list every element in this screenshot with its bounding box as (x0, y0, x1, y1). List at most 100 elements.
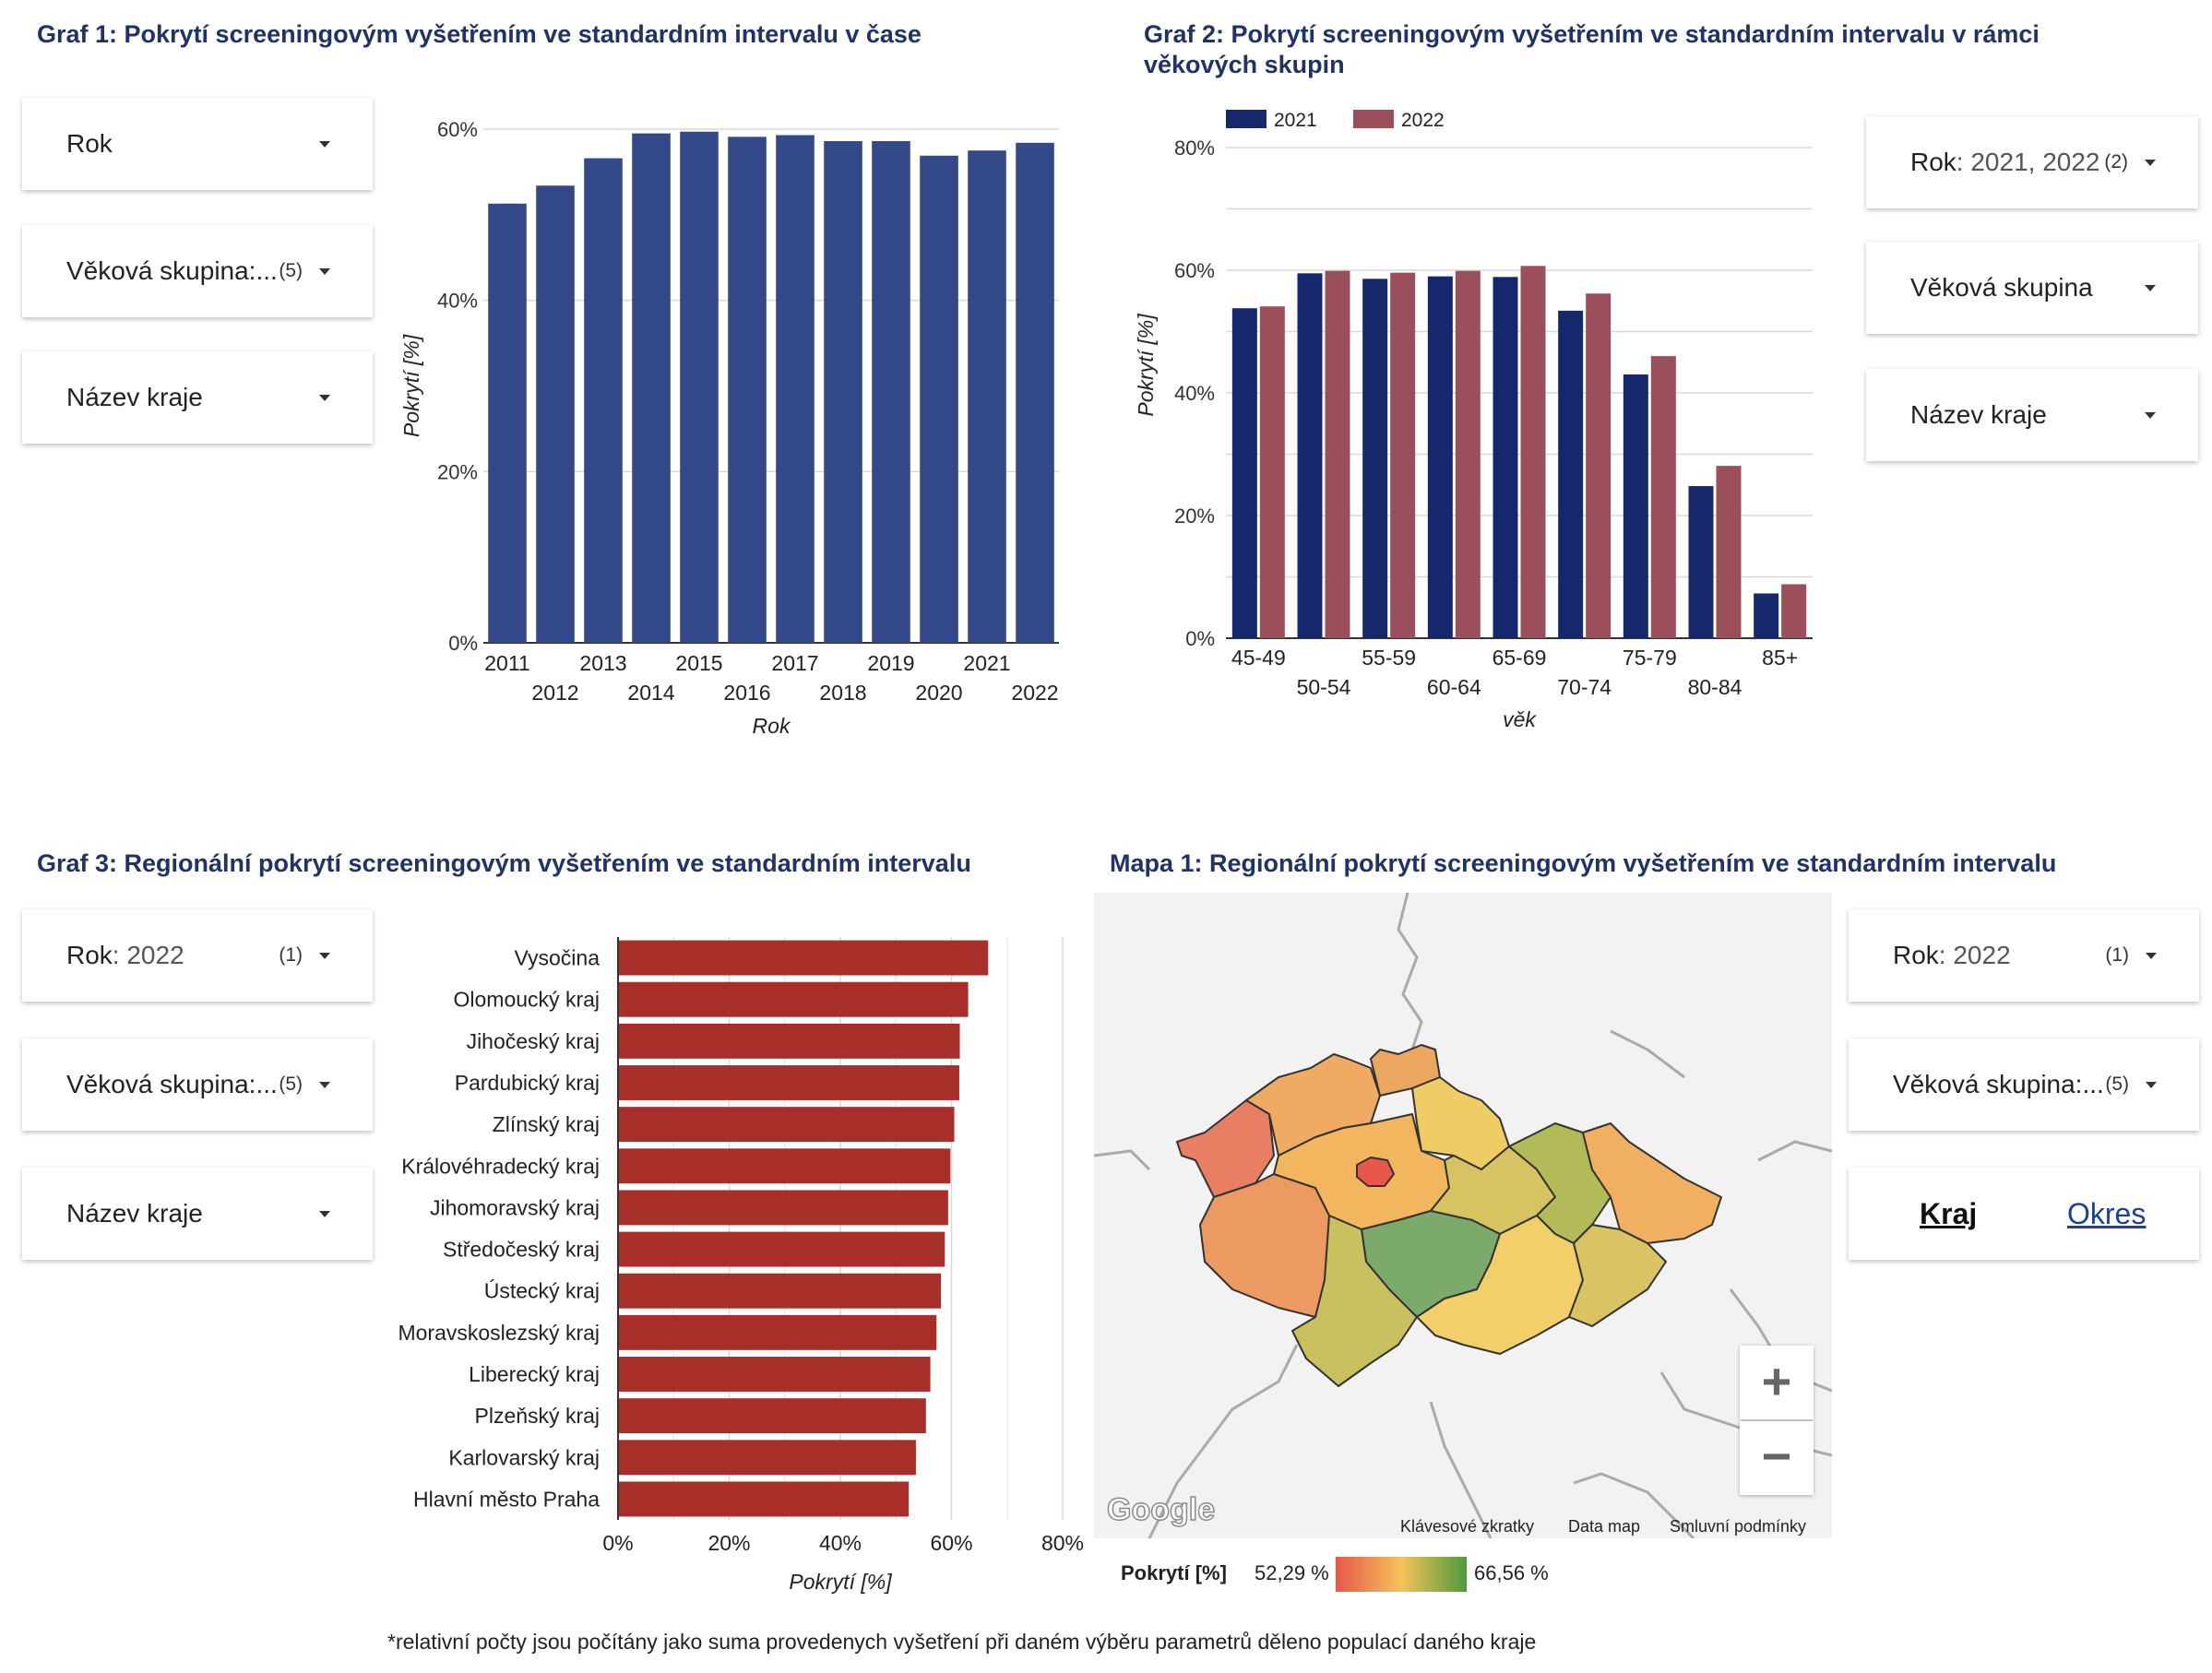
filter-label: Rok (66, 129, 113, 158)
bar-Zlínský kraj (618, 1107, 955, 1143)
x-tick-label: 2018 (819, 681, 866, 705)
bar-2017 (776, 135, 815, 643)
bar-Jihočeský kraj (618, 1023, 960, 1059)
x-tick-label: 55-59 (1362, 646, 1416, 670)
x-tick-label: 2011 (484, 651, 529, 675)
bar-2022-75-79 (1650, 356, 1676, 638)
y-tick-label: 20% (437, 460, 478, 483)
chart2-title: Graf 2: Pokrytí screeningovým vyšetřením… (1144, 19, 2040, 80)
bar-2015 (680, 131, 719, 643)
chart1-title: Graf 1: Pokrytí screeningovým vyšetřením… (37, 20, 922, 48)
y-tick-label: Moravskoslezský kraj (398, 1321, 600, 1345)
kraj-okres-toggle: Kraj Okres (1849, 1168, 2199, 1260)
filter-rok-2[interactable]: Rok: 2021, 2022 (2) (1866, 116, 2198, 208)
region-moravskoslezsky[interactable] (1582, 1122, 1722, 1244)
x-tick-label: 2021 (963, 651, 1010, 675)
filter-count: (1) (279, 944, 303, 966)
y-tick-label: Plzeňský kraj (475, 1404, 600, 1428)
legend-swatch-2022 (1353, 110, 1394, 128)
dropdown-arrow-icon (2145, 285, 2156, 291)
bar-2021-55-59 (1362, 279, 1388, 638)
chart1-bar-chart: 0%20%40%60%20112012201320142015201620172… (399, 118, 1059, 738)
bar-2022-60-64 (1455, 270, 1481, 638)
filter-label: Název kraje (66, 383, 203, 411)
bar-Liberecký kraj (618, 1357, 931, 1392)
bar-Plzeňský kraj (618, 1398, 926, 1434)
map-panel[interactable]: Google (1094, 893, 1832, 1538)
footnote: *relativní počty jsou počítány jako suma… (387, 1630, 1537, 1654)
google-logo: Google (1107, 1492, 1215, 1527)
filter-label: Rok: 2022 (1893, 941, 2011, 969)
filter-vekova-skupina-map[interactable]: Věková skupina:... (5) (1849, 1038, 2199, 1131)
region-jihocesky[interactable] (1291, 1215, 1418, 1387)
filter-label: Věková skupina:... (66, 1070, 278, 1098)
y-tick-label: 0% (1185, 627, 1215, 650)
legend-min: 52,29 % (1255, 1561, 1329, 1584)
region-praha[interactable] (1356, 1157, 1395, 1187)
bar-2011 (488, 203, 527, 643)
minus-icon: − (1761, 1427, 1792, 1485)
bar-2014 (632, 133, 671, 643)
dropdown-arrow-icon (2146, 1082, 2157, 1088)
dropdown-arrow-icon (2145, 160, 2156, 166)
filter-vekova-skupina-3[interactable]: Věková skupina:... (5) (22, 1038, 373, 1131)
filter-rok[interactable]: Rok (22, 98, 373, 190)
x-tick-label: 2017 (771, 651, 818, 675)
filter-nazev-kraje-2[interactable]: Název kraje (1866, 369, 2198, 461)
x-tick-label: 20% (708, 1531, 750, 1555)
filter-rok-map[interactable]: Rok: 2022 (1) (1849, 909, 2199, 1002)
legend-swatch-2021 (1226, 110, 1267, 128)
bar-2021-75-79 (1623, 374, 1648, 638)
y-axis-title: Pokrytí [%] (399, 334, 423, 437)
legend-max: 66,56 % (1474, 1561, 1549, 1584)
toggle-kraj[interactable]: Kraj (1920, 1197, 1978, 1230)
bar-Středočeský kraj (618, 1231, 945, 1267)
filter-label: Věková skupina:... (66, 256, 278, 285)
region-zlinsky[interactable] (1568, 1224, 1667, 1327)
x-tick-label: 50-54 (1297, 675, 1351, 699)
bar-Ústecký kraj (618, 1273, 942, 1309)
x-tick-label: 45-49 (1231, 646, 1286, 670)
bar-2021 (968, 150, 1006, 644)
bar-Moravskoslezský kraj (618, 1314, 937, 1350)
zoom-out-button[interactable]: − (1740, 1421, 1814, 1495)
bar-2022-45-49 (1259, 306, 1285, 638)
x-tick-label: 40% (819, 1531, 862, 1555)
x-axis-title: Rok (753, 714, 791, 738)
filter-label: Věková skupina:... (1893, 1070, 2104, 1098)
map-link-keyboard-shortcuts[interactable]: Klávesové zkratky (1400, 1517, 1535, 1536)
plus-icon: + (1761, 1352, 1792, 1410)
x-tick-label: 60-64 (1427, 675, 1481, 699)
map-link-terms[interactable]: Smluvní podmínky (1670, 1517, 1807, 1536)
legend-gradient (1336, 1557, 1467, 1592)
region-plzensky[interactable] (1199, 1173, 1330, 1318)
bar-2013 (584, 158, 623, 643)
dropdown-arrow-icon (319, 953, 330, 959)
y-tick-label: Pardubický kraj (455, 1071, 600, 1095)
toggle-okres[interactable]: Okres (2067, 1197, 2147, 1230)
filter-label: Věková skupina (1910, 273, 2093, 302)
zoom-in-button[interactable]: + (1740, 1346, 1814, 1419)
filter-label: Název kraje (66, 1199, 203, 1228)
y-tick-label: Ústecký kraj (484, 1279, 600, 1303)
chart2-title-line1: Graf 2: Pokrytí screeningovým vyšetřením… (1144, 20, 2040, 48)
bar-2021-50-54 (1297, 273, 1323, 638)
bar-2018 (824, 140, 862, 643)
filter-vekova-skupina-2[interactable]: Věková skupina (1866, 242, 2198, 334)
filter-nazev-kraje[interactable]: Název kraje (22, 351, 373, 444)
x-axis-title: věk (1503, 707, 1537, 731)
filter-rok-3[interactable]: Rok: 2022 (1) (22, 909, 373, 1002)
filter-count: (5) (279, 1074, 303, 1095)
x-tick-label: 0% (602, 1531, 633, 1555)
filter-vekova-skupina[interactable]: Věková skupina:... (5) (22, 225, 373, 317)
filter-count: (2) (2104, 151, 2128, 172)
x-tick-label: 2013 (579, 651, 626, 675)
region-liberecky[interactable] (1370, 1044, 1441, 1097)
dropdown-arrow-icon (319, 268, 330, 275)
filter-nazev-kraje-3[interactable]: Název kraje (22, 1168, 373, 1260)
y-tick-label: 0% (448, 632, 478, 655)
map-link-map-data[interactable]: Data map (1568, 1517, 1641, 1536)
bar-Jihomoravský kraj (618, 1190, 948, 1226)
x-tick-label: 75-79 (1623, 646, 1677, 670)
y-tick-label: 80% (1174, 136, 1215, 160)
